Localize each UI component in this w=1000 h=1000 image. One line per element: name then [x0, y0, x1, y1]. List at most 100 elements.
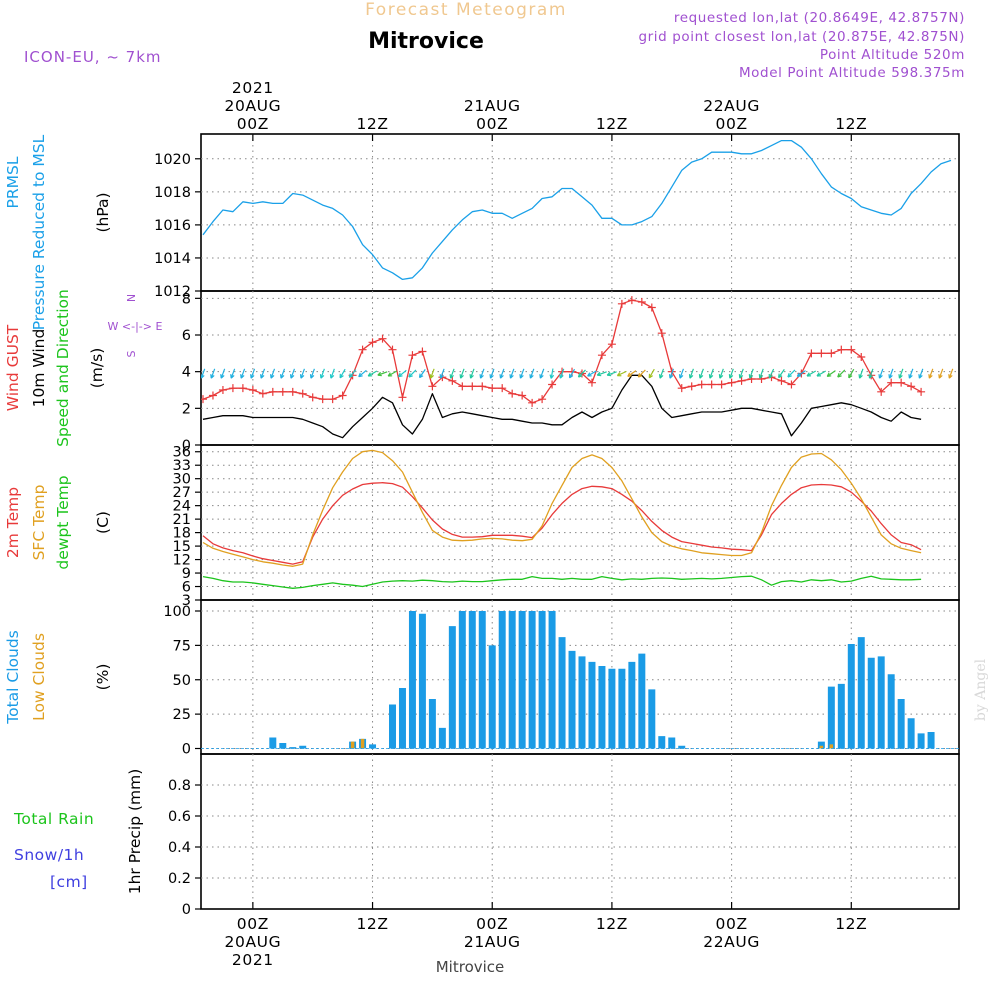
- cloud-total-bar: [468, 611, 476, 749]
- wind-dir-arrowhead: [489, 374, 494, 379]
- data-layer: [202, 139, 952, 281]
- side-label: Snow/1h: [14, 846, 84, 864]
- wind-dir-arrowhead: [826, 372, 832, 377]
- gust-point: [428, 382, 437, 391]
- wind-dir-arrow: [260, 368, 266, 379]
- cloud-total-bar: [369, 744, 377, 749]
- wind-dir-arrow: [320, 368, 325, 379]
- wind-dir-arrow: [280, 368, 286, 379]
- cloud-total-bar: [289, 747, 297, 749]
- gust-point: [418, 347, 427, 356]
- wind-dir-arrow: [578, 369, 586, 378]
- ytick-label: 8: [182, 291, 191, 307]
- bottom-time-label: 22AUG: [703, 933, 760, 951]
- data-layer: [201, 611, 959, 749]
- gust-point: [218, 386, 227, 394]
- wind-dir-arrowhead: [908, 374, 913, 379]
- ytick-label: 27: [173, 485, 191, 501]
- wind-dir-arrowhead: [201, 374, 205, 379]
- top-time-label: 00Z: [716, 115, 748, 133]
- compass-south: S: [125, 350, 138, 357]
- gust-point: [258, 389, 267, 398]
- ytick-label: 75: [173, 638, 191, 654]
- ytick-label: 1014: [154, 251, 191, 267]
- wind-dir-arrow: [358, 369, 367, 378]
- wind-dir-arrow: [787, 369, 796, 378]
- gust-point: [298, 389, 307, 398]
- wind-dir-arrowhead: [868, 374, 873, 379]
- wind-dir-arrow: [816, 370, 826, 377]
- cloud-total-bar: [817, 741, 825, 749]
- gust-point: [548, 380, 557, 389]
- gust-point: [807, 349, 816, 358]
- ytick-label: 15: [173, 539, 191, 555]
- gust-point: [857, 353, 866, 361]
- wind-dir-arrow: [310, 368, 315, 379]
- wind-dir-arrow: [499, 368, 505, 379]
- wind-dir-arrowhead: [928, 374, 933, 379]
- wind-dir-arrowhead: [499, 374, 504, 379]
- side-label: 10m Wind: [30, 329, 48, 408]
- gust-point: [201, 395, 207, 404]
- gust-point: [707, 380, 716, 389]
- cloud-total-bar: [578, 656, 586, 749]
- ytick-label: 18: [173, 526, 191, 542]
- gust-point: [887, 378, 896, 387]
- cloud-total-bar: [279, 743, 287, 749]
- cloud-total-bar: [608, 668, 616, 749]
- wind-dir-arrow: [479, 368, 485, 379]
- top-time-label: 12Z: [596, 115, 628, 133]
- data-layer: [202, 449, 922, 589]
- gust-point: [498, 384, 507, 393]
- gust-point: [817, 349, 826, 358]
- gust-point: [727, 378, 736, 387]
- wind-dir-arrowhead: [469, 374, 474, 379]
- gust-point: [288, 387, 297, 396]
- cloud-total-bar: [628, 661, 636, 749]
- ytick-label: 3: [182, 593, 191, 609]
- wind-dir-arrowhead: [418, 373, 424, 379]
- wind-dir-arrow: [220, 368, 226, 379]
- cloud-total-bar: [398, 688, 406, 749]
- gust-point: [458, 382, 467, 391]
- wind-dir-arrow: [729, 368, 734, 379]
- panel-wind: 0 2 4 6 8 Wind GUST 10m Wind Speed and Directio…: [4, 289, 960, 454]
- cloud-total-bar: [438, 727, 446, 749]
- bottom-time-label: 12Z: [835, 915, 867, 933]
- wind-dir-arrowhead: [806, 372, 812, 377]
- gust-point: [488, 384, 497, 393]
- ytick-label: 4: [182, 365, 191, 381]
- wind-dir-arrow: [290, 368, 296, 379]
- wind-dir-arrowhead: [309, 374, 315, 379]
- cloud-total-bar: [488, 645, 496, 749]
- wind-dir-arrow: [669, 368, 675, 379]
- wind-dir-arrowhead: [948, 374, 953, 379]
- wind-dir-arrowhead: [408, 373, 413, 378]
- wind-dir-arrow: [868, 368, 874, 379]
- gust-point: [587, 378, 596, 387]
- wind-dir-arrowhead: [439, 374, 444, 379]
- cloud-total-bar: [418, 613, 426, 749]
- wind-dir-arrowhead: [748, 374, 754, 379]
- wind-dir-arrowhead: [549, 374, 555, 379]
- cloud-total-bar: [927, 732, 935, 749]
- ylabel: (hPa): [94, 192, 112, 232]
- wind-dir-arrowhead: [539, 374, 544, 379]
- ytick-label: 1020: [154, 152, 191, 168]
- wind-dir-arrow: [519, 368, 525, 379]
- wind-dir-arrowhead: [688, 374, 694, 379]
- station-title: Mitrovice: [368, 29, 484, 54]
- wind-dir-arrowhead: [270, 374, 275, 379]
- wind-dir-arrow: [938, 368, 944, 379]
- series-line-10m-wind: [202, 374, 922, 439]
- bottom-time-label: 12Z: [356, 915, 388, 933]
- gust-point: [208, 391, 217, 400]
- side-label: 2m Temp: [4, 487, 22, 558]
- model-label: ICON-EU, ~ 7km: [24, 48, 162, 66]
- cloud-total-bar: [478, 611, 486, 749]
- wind-dir-arrow: [948, 368, 954, 379]
- wind-dir-arrowhead: [250, 374, 255, 379]
- wind-dir-arrow: [450, 368, 455, 379]
- ytick-label: 0.4: [168, 840, 191, 856]
- gust-point: [478, 382, 487, 391]
